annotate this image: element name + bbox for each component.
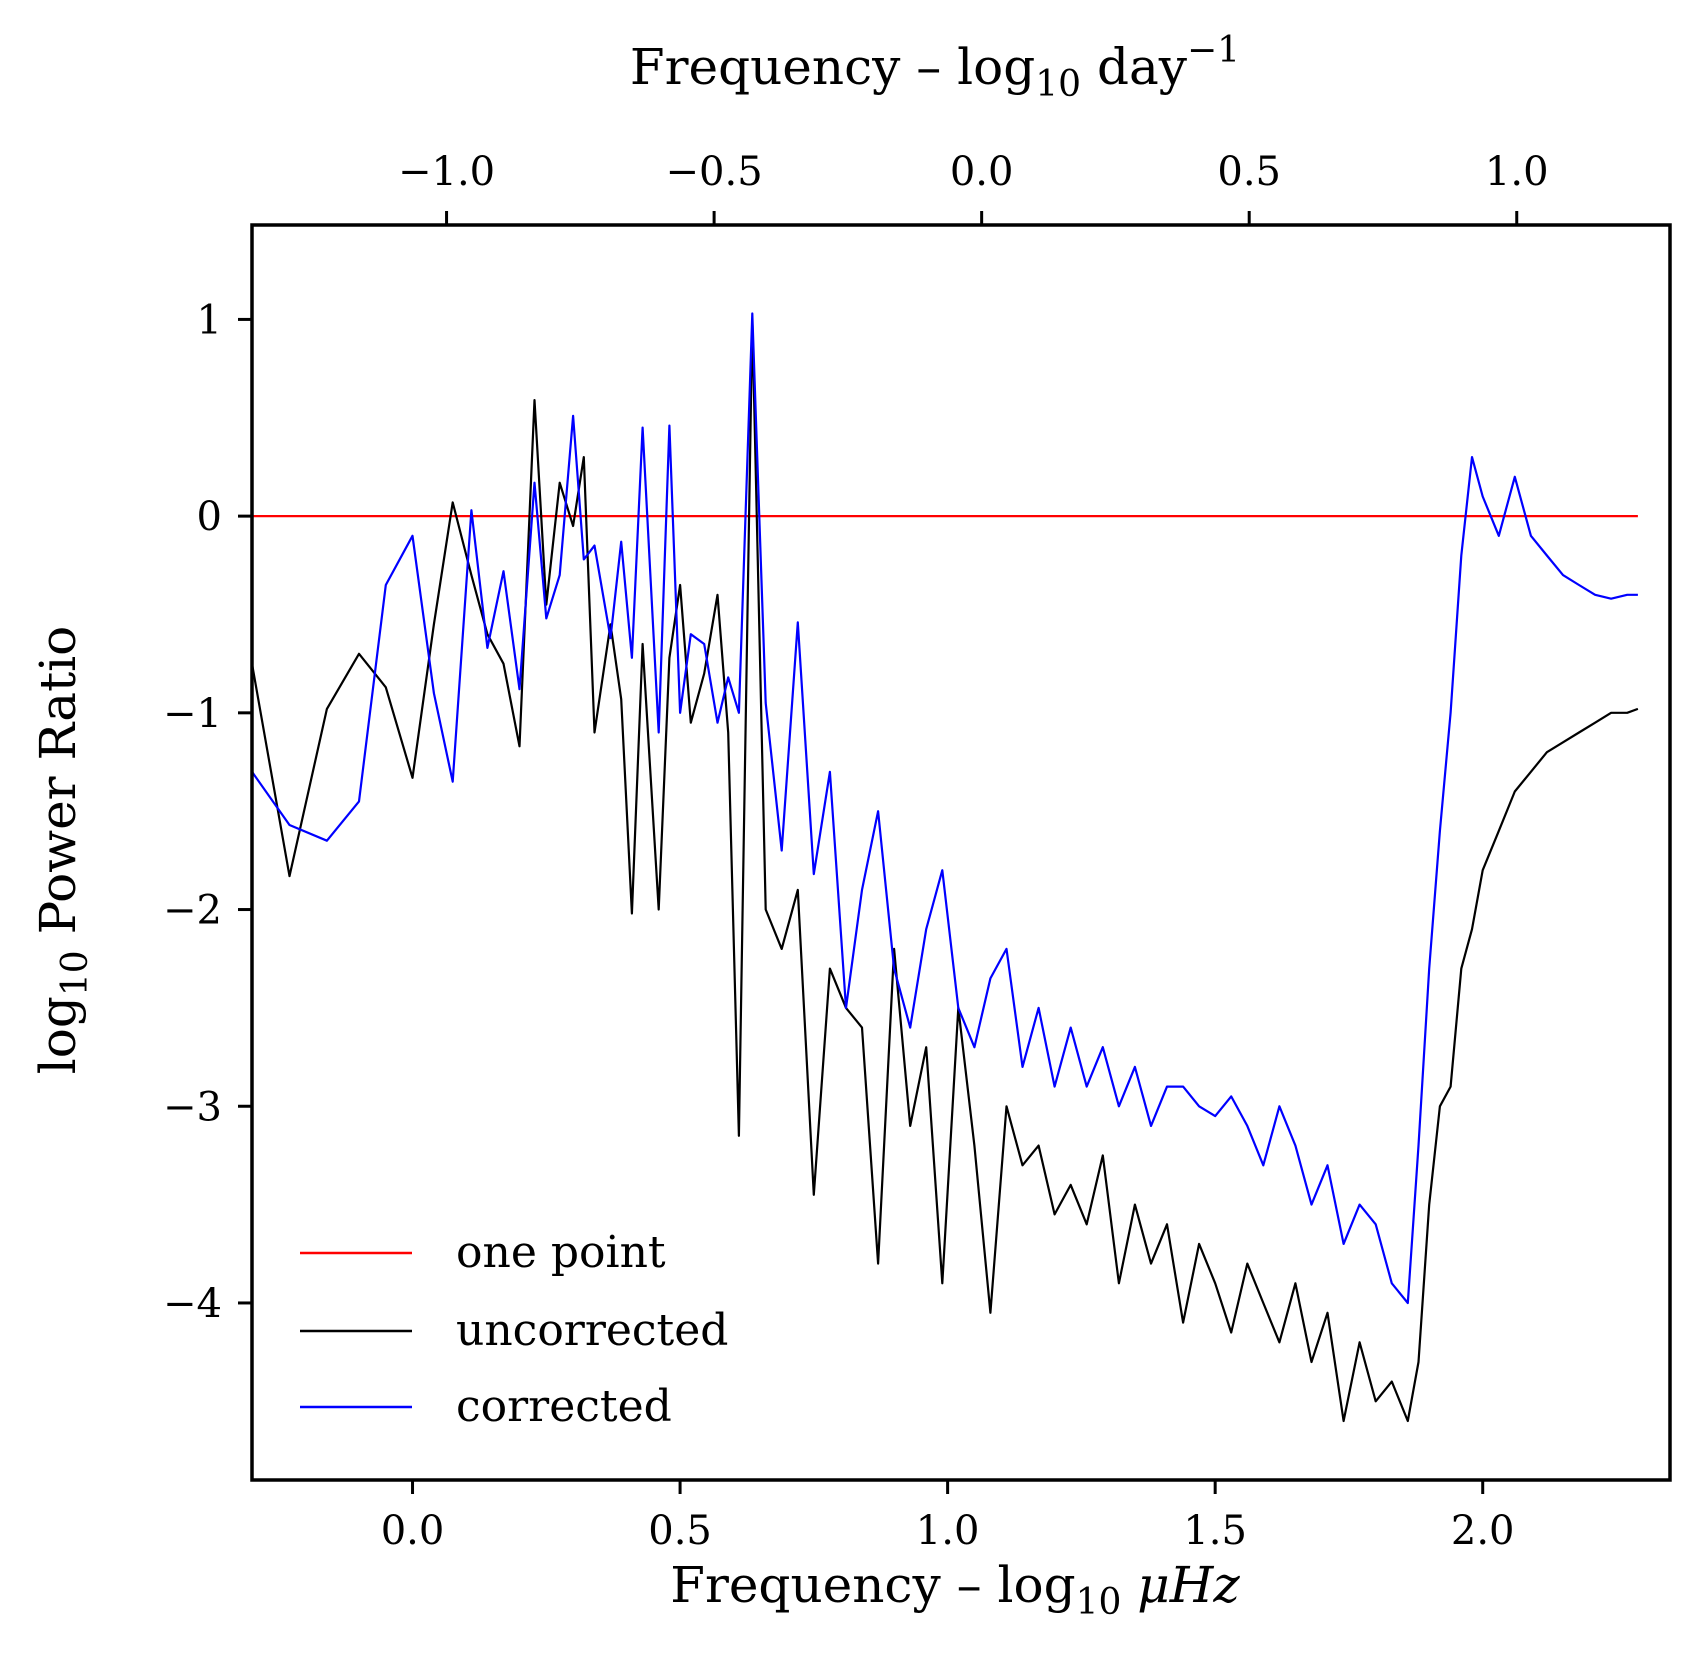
x-bottom-tick-label: 0.5 bbox=[648, 1508, 712, 1554]
x-top-tick-label: 0.0 bbox=[950, 149, 1014, 195]
x-bottom-tick-label: 0.0 bbox=[381, 1508, 445, 1554]
y-tick-label: −2 bbox=[163, 888, 222, 934]
y-tick-label: −4 bbox=[163, 1281, 222, 1327]
legend-label-corrected: corrected bbox=[456, 1381, 672, 1432]
legend-label-uncorrected: uncorrected bbox=[456, 1305, 728, 1356]
bottom-axis-title: Frequency – log10 μHz bbox=[670, 1556, 1240, 1623]
x-bottom-tick-label: 1.5 bbox=[1183, 1508, 1247, 1554]
top-axis-title: Frequency – log10 day−1 bbox=[630, 30, 1240, 105]
x-top-tick-label: −1.0 bbox=[398, 149, 495, 195]
x-bottom-tick-label: 1.0 bbox=[916, 1508, 980, 1554]
x-bottom-tick-label: 2.0 bbox=[1451, 1508, 1515, 1554]
y-tick-label: 0 bbox=[197, 494, 222, 540]
x-top-tick-label: −0.5 bbox=[666, 149, 763, 195]
series-line-corrected bbox=[252, 312, 1638, 1305]
y-axis-title: log10 Power Ratio bbox=[29, 626, 96, 1075]
x-top-tick-label: 1.0 bbox=[1485, 149, 1549, 195]
legend-label-one-point: one point bbox=[456, 1227, 666, 1278]
y-tick-label: −3 bbox=[163, 1084, 222, 1130]
y-tick-label: −1 bbox=[163, 691, 222, 737]
x-top-tick-label: 0.5 bbox=[1217, 149, 1281, 195]
series-layer bbox=[252, 312, 1639, 1423]
y-tick-label: 1 bbox=[197, 297, 222, 343]
legend: one point uncorrected corrected bbox=[300, 1227, 728, 1432]
ticks-layer: 0.0 0.5 1.0 1.5 2.0 −1.0 −0.5 0.0 0.5 1.0 1 0 −1 −2 −3… bbox=[163, 149, 1549, 1554]
plot-frame bbox=[250, 223, 1672, 1482]
series-line-uncorrected bbox=[252, 318, 1639, 1423]
